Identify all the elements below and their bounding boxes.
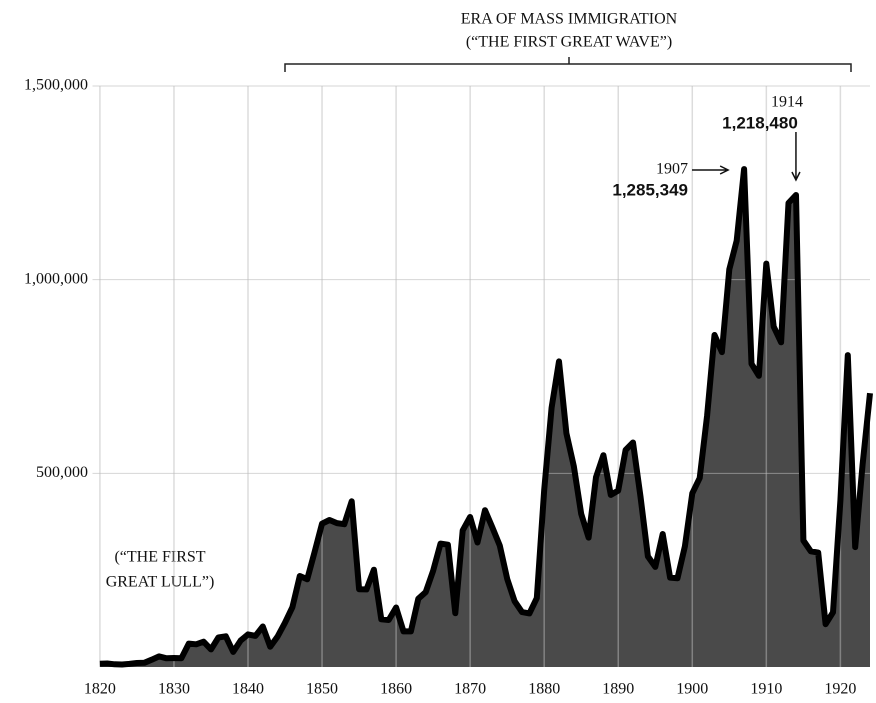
x-tick-label: 1820	[84, 681, 116, 698]
x-tick-label: 1870	[454, 681, 486, 698]
line	[99, 166, 873, 668]
y-tick-label: 500,000	[36, 464, 88, 481]
x-tick-label: 1910	[750, 681, 782, 698]
x-tick-label: 1880	[528, 681, 560, 698]
x-tick-label: 1850	[306, 681, 338, 698]
chart-title: (“THE FIRST GREAT WAVE”)	[466, 34, 672, 51]
annotation: (“THE FIRST	[114, 549, 205, 566]
era-bracket	[284, 57, 852, 72]
annotation: 1907	[656, 161, 688, 178]
x-tick-label: 1900	[676, 681, 708, 698]
data-label: 1,218,480	[722, 113, 798, 132]
x-tick-label: 1920	[824, 681, 856, 698]
annotation: 1914	[771, 94, 803, 111]
x-tick-label: 1860	[380, 681, 412, 698]
x-tick-label: 1840	[232, 681, 264, 698]
x-tick-label: 1890	[602, 681, 634, 698]
arrow	[791, 132, 801, 182]
chart-title: ERA OF MASS IMMIGRATION	[461, 11, 678, 28]
x-tick-label: 1830	[158, 681, 190, 698]
arrow	[692, 165, 730, 175]
y-tick-label: 1,000,000	[24, 270, 88, 287]
y-tick-label: 1,500,000	[24, 77, 88, 94]
annotation: GREAT LULL”)	[106, 574, 215, 591]
area	[99, 169, 870, 667]
data-label: 1,285,349	[612, 180, 688, 199]
